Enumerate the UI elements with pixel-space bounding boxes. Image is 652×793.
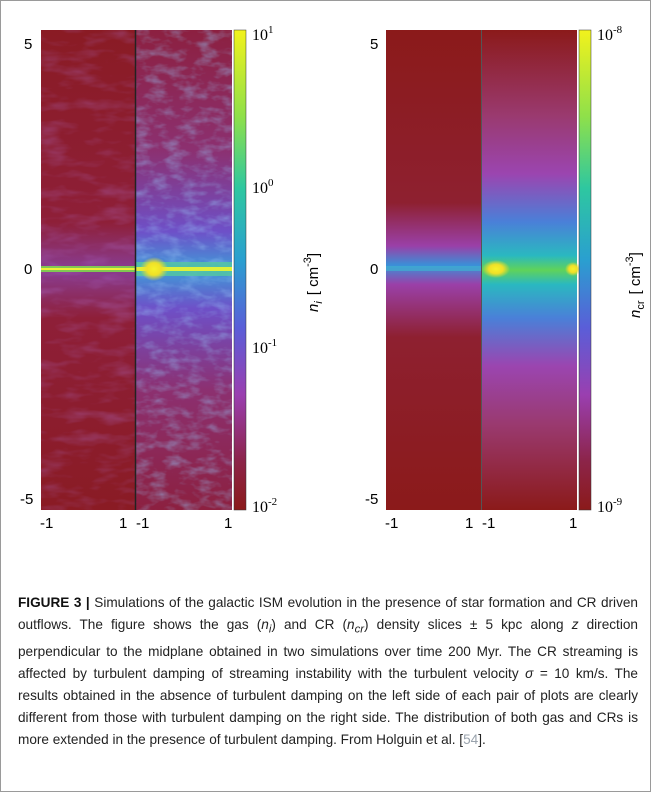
cr-y-tick-top: 5 <box>370 36 378 53</box>
gas-x-tick-3: -1 <box>136 515 149 532</box>
cr-y-tick-mid: 0 <box>370 261 378 278</box>
gas-x-tick-2: 1 <box>119 515 127 532</box>
cr-x-tick-4: 1 <box>569 515 577 532</box>
caption-text-5: = 10 km/s. The results obtained in the a… <box>18 665 638 747</box>
cr-midplane-clump-right <box>565 262 581 276</box>
figure-label: FIGURE 3 | <box>18 595 90 610</box>
figure-caption: FIGURE 3 | Simulations of the galactic I… <box>18 592 638 751</box>
cr-x-tick-2: 1 <box>465 515 473 532</box>
cr-x-tick-1: -1 <box>385 515 398 532</box>
gas-cbar-tick-2: 100 <box>252 177 274 197</box>
gas-colorbar-label: ni[ cm-3] <box>302 253 325 312</box>
gas-midplane-core-left <box>41 268 135 270</box>
reference-link[interactable]: 54 <box>463 731 479 747</box>
gas-x-tick-4: 1 <box>224 515 232 532</box>
caption-text-6: ]. <box>478 731 486 747</box>
cr-x-tick-3: -1 <box>482 515 495 532</box>
caption-text-3: ) density slices ± 5 kpc along <box>364 617 572 632</box>
cr-midplane-clump-left <box>482 260 510 278</box>
cr-density-symbol: ncr <box>347 617 365 636</box>
cr-colorbar <box>578 29 592 511</box>
gas-y-tick-bottom: -5 <box>20 491 33 508</box>
cr-colorbar-label: ncr[ cm-3] <box>624 252 647 318</box>
figure-graphic: 5 0 -5 -1 1 -1 1 101 100 10-1 10-2 ni[ c… <box>20 24 647 532</box>
gas-midplane-core-right <box>136 267 232 271</box>
gas-y-tick-top: 5 <box>24 36 32 53</box>
caption-text-2: ) and CR ( <box>271 617 348 632</box>
cr-y-tick-bottom: -5 <box>365 491 378 508</box>
caption-text-4: direction perpendicular to the midplane … <box>18 617 638 681</box>
gas-y-tick-mid: 0 <box>24 261 32 278</box>
gas-midplane-clump <box>140 257 168 281</box>
gas-colorbar <box>233 29 247 511</box>
z-symbol: z <box>571 617 579 632</box>
gas-density-symbol: ni <box>261 617 272 636</box>
cr-midplane-band-left <box>386 266 481 271</box>
gas-cbar-tick-4: 10-2 <box>252 496 277 516</box>
gas-density-panel <box>41 29 247 511</box>
cr-density-panel <box>386 29 592 511</box>
caption-text-1: Simulations of the galactic ISM evolutio… <box>18 595 638 632</box>
cr-cbar-tick-1: 10-8 <box>597 24 623 44</box>
gas-cbar-tick-3: 10-1 <box>252 337 277 357</box>
gas-cbar-tick-1: 101 <box>252 24 274 44</box>
gas-x-tick-1: -1 <box>40 515 53 532</box>
cr-cbar-tick-2: 10-9 <box>597 496 623 516</box>
sigma-symbol: σ <box>525 665 534 681</box>
